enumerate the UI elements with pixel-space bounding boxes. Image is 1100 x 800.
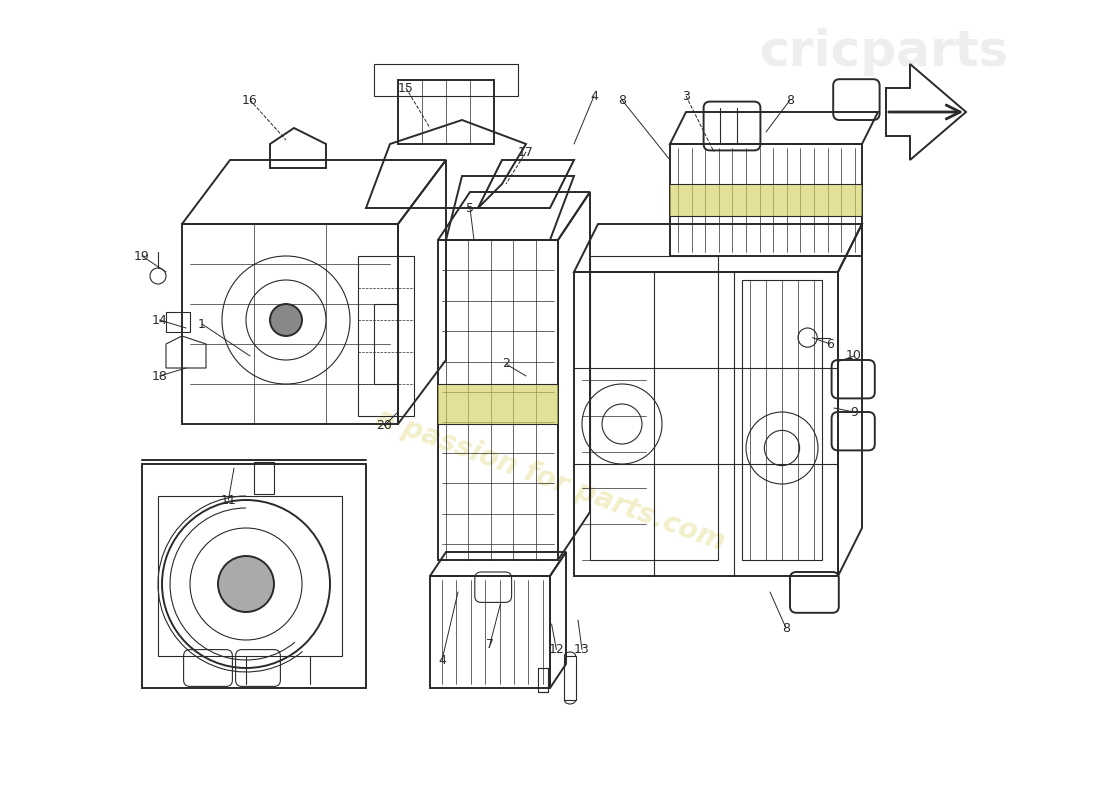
Text: 8: 8 bbox=[782, 622, 790, 634]
Text: 2: 2 bbox=[502, 358, 510, 370]
Polygon shape bbox=[886, 64, 966, 160]
Text: 4: 4 bbox=[590, 90, 598, 102]
Text: 4: 4 bbox=[438, 654, 446, 666]
Text: 1: 1 bbox=[198, 318, 206, 330]
Text: 11: 11 bbox=[220, 494, 236, 506]
Text: 5: 5 bbox=[466, 202, 474, 214]
Text: 12: 12 bbox=[549, 643, 564, 656]
Polygon shape bbox=[438, 384, 558, 424]
Text: 17: 17 bbox=[518, 146, 534, 158]
Bar bbox=[142, 464, 366, 688]
Text: 8: 8 bbox=[618, 94, 626, 106]
Text: a passion for parts.com: a passion for parts.com bbox=[372, 404, 728, 556]
Text: 13: 13 bbox=[574, 643, 590, 656]
Text: 14: 14 bbox=[152, 314, 167, 326]
Bar bbox=[590, 256, 718, 560]
Text: 9: 9 bbox=[850, 406, 858, 418]
Bar bbox=[564, 656, 575, 700]
Circle shape bbox=[270, 304, 302, 336]
Text: 15: 15 bbox=[398, 82, 414, 94]
Text: 7: 7 bbox=[486, 638, 494, 650]
Text: 20: 20 bbox=[376, 419, 393, 432]
Bar bbox=[254, 462, 274, 494]
Polygon shape bbox=[670, 184, 862, 216]
Text: 16: 16 bbox=[242, 94, 257, 106]
Bar bbox=[538, 668, 548, 692]
Text: 10: 10 bbox=[846, 350, 862, 362]
Text: 8: 8 bbox=[786, 94, 794, 106]
Text: cricparts: cricparts bbox=[760, 28, 1009, 76]
Text: 3: 3 bbox=[682, 90, 690, 102]
Text: 19: 19 bbox=[134, 250, 150, 262]
Text: 6: 6 bbox=[826, 338, 834, 350]
Circle shape bbox=[218, 556, 274, 612]
Bar bbox=[166, 312, 190, 332]
Bar bbox=[742, 280, 822, 560]
Text: 18: 18 bbox=[152, 370, 167, 382]
